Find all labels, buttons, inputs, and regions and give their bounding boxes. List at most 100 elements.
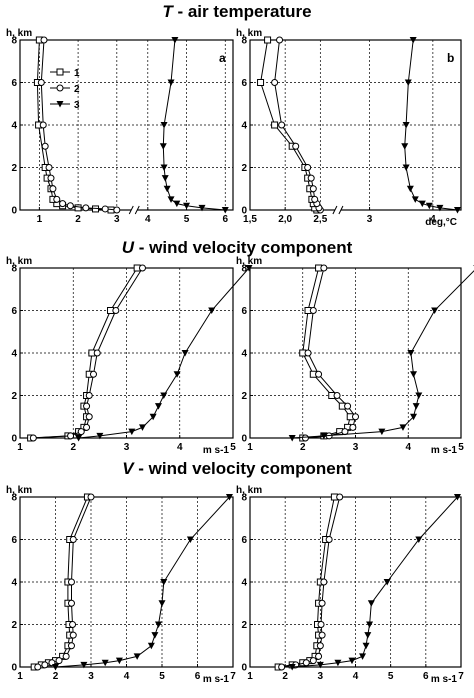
marker-circle-6 xyxy=(85,392,93,399)
marker-circle-3 xyxy=(349,423,357,431)
marker-circle-5 xyxy=(53,195,61,203)
marker-circle-3 xyxy=(55,657,63,665)
marker-circle-9 xyxy=(320,578,328,586)
panel-2: 0 2 4 6 8 1 2 3 4 5 h, km m s-1 xyxy=(6,256,253,456)
marker-circle-4 xyxy=(309,185,317,193)
y-tick-label-3: 6 xyxy=(11,78,17,89)
series-line-3 xyxy=(162,39,226,211)
marker-triangle-5 xyxy=(154,403,162,410)
x-tick-label-6: 7 xyxy=(230,671,236,682)
x-tick-label-3: 4 xyxy=(353,671,359,682)
marker-circle-8 xyxy=(278,121,286,129)
y-tick-label-2: 4 xyxy=(241,578,247,589)
y-tick-label-1: 2 xyxy=(11,620,17,631)
x-unit-label: m s-1 xyxy=(203,674,230,685)
marker-triangle-11 xyxy=(453,494,461,501)
marker-circle-6 xyxy=(49,185,57,193)
marker-triangle-1 xyxy=(96,432,104,440)
marker-triangle-1 xyxy=(436,204,444,212)
series-3 xyxy=(159,37,229,214)
y-tick-label-0: 0 xyxy=(241,434,247,445)
axis-break-mark-right xyxy=(134,205,140,215)
x-tick-label-0: 1 xyxy=(247,671,253,682)
x-tick-label-5: 6 xyxy=(222,214,228,225)
marker-square-8 xyxy=(271,121,279,129)
marker-circle-6 xyxy=(333,392,341,399)
marker-triangle-4 xyxy=(410,413,418,421)
axis-break-mark-right xyxy=(338,205,344,215)
y-tick-label-4: 8 xyxy=(241,264,247,275)
marker-triangle-8 xyxy=(181,350,189,357)
y-tick-label-2: 4 xyxy=(241,349,247,360)
series-2 xyxy=(271,36,324,214)
y-tick-label-0: 0 xyxy=(11,434,17,445)
marker-triangle-6 xyxy=(161,175,169,182)
marker-circle-9 xyxy=(309,307,317,314)
y-tick-label-1: 2 xyxy=(241,391,247,402)
x-tick-label-3: 4 xyxy=(124,671,130,682)
panel-4: 0 2 4 6 8 1 2 3 4 5 6 7 h, km m s-1 xyxy=(6,485,236,685)
x-tick-label-5: 6 xyxy=(195,671,201,682)
marker-circle-11 xyxy=(37,79,45,86)
marker-triangle-3 xyxy=(115,657,123,665)
y-tick-label-1: 2 xyxy=(11,391,17,402)
marker-circle-0 xyxy=(278,663,286,671)
x-tick-label-6: 7 xyxy=(458,671,464,682)
marker-triangle-5 xyxy=(147,642,155,650)
marker-circle-4 xyxy=(85,413,93,421)
marker-triangle-4 xyxy=(133,653,141,660)
x-tick-label-2: 3 xyxy=(353,442,359,453)
marker-circle-0 xyxy=(29,434,37,442)
marker-triangle-2 xyxy=(334,659,342,667)
marker-triangle-5 xyxy=(163,185,171,193)
axis-break-mark-left xyxy=(128,205,134,215)
x-tick-label-3: 4 xyxy=(145,214,151,225)
marker-circle-6 xyxy=(69,631,77,639)
marker-triangle-7 xyxy=(366,621,374,628)
marker-triangle-1 xyxy=(320,432,328,440)
marker-circle-7 xyxy=(69,621,77,628)
marker-circle-7 xyxy=(317,621,325,628)
x-tick-label-0: 1,5 xyxy=(243,214,257,225)
marker-triangle-9 xyxy=(160,122,168,129)
marker-triangle-2 xyxy=(101,659,109,667)
marker-circle-0 xyxy=(113,206,121,214)
title-v-wind: V - wind velocity component xyxy=(122,459,352,478)
marker-triangle-2 xyxy=(128,428,136,436)
marker-circle-11 xyxy=(87,493,95,501)
y-tick-label-0: 0 xyxy=(11,663,17,674)
series-line-3 xyxy=(55,496,230,668)
marker-circle-7 xyxy=(315,370,323,378)
marker-circle-4 xyxy=(315,652,323,660)
panel-5: 0 2 4 6 8 1 2 3 4 5 6 7 h, km m s-1 xyxy=(236,485,464,685)
marker-triangle-7 xyxy=(173,371,181,378)
marker-triangle-8 xyxy=(159,143,167,150)
x-tick-label-2: 3 xyxy=(318,671,324,682)
x-tick-label-4: 5 xyxy=(458,442,464,453)
y-tick-label-4: 8 xyxy=(241,36,247,47)
series-3 xyxy=(52,494,233,671)
marker-triangle-2 xyxy=(183,202,191,210)
marker-square-legend-1 xyxy=(56,68,64,76)
marker-triangle-9 xyxy=(431,307,439,314)
series-2 xyxy=(34,493,95,671)
y-tick-label-3: 6 xyxy=(241,306,247,317)
marker-circle-5 xyxy=(67,642,75,650)
panel-0: 0 2 4 6 8 1 2 3 4 5 6 h, km a 1 2 3 xyxy=(6,28,234,225)
marker-circle-9 xyxy=(41,142,49,150)
marker-circle-10 xyxy=(138,264,146,272)
series-2 xyxy=(301,264,359,442)
marker-circle-0 xyxy=(34,663,42,671)
x-tick-label-4: 5 xyxy=(388,671,394,682)
series-line-1 xyxy=(260,39,318,211)
marker-triangle-8 xyxy=(158,600,166,607)
marker-circle-4 xyxy=(62,652,70,660)
marker-triangle-10 xyxy=(245,265,253,272)
x-unit-label: m s-1 xyxy=(431,445,458,456)
x-tick-label-3: 4 xyxy=(177,442,183,453)
marker-triangle-5 xyxy=(412,403,420,410)
panel-label: a xyxy=(219,51,226,65)
marker-circle-1 xyxy=(101,205,109,213)
marker-circle-2 xyxy=(77,428,85,436)
